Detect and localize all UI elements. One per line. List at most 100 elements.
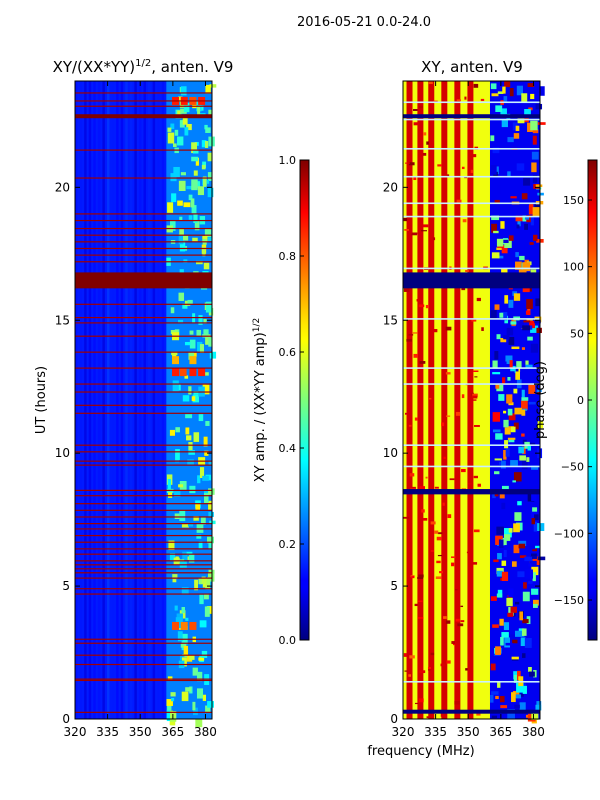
amplitude-cell [194,220,200,231]
amplitude-flag-line [75,316,212,319]
amplitude-flag-line [75,509,212,511]
phase-cell [507,408,513,416]
amplitude-cell [192,707,198,716]
phase-stripe [441,81,448,719]
amplitude-cell [199,467,205,479]
phase-cell [470,399,477,401]
phase-cell [508,528,513,533]
phase-cell [510,426,516,433]
amplitude-cell [204,493,209,504]
phase-cell [465,668,468,671]
amplitude-cell [174,491,181,497]
phase-cell [529,671,535,677]
amplitude-hot-spot [180,621,188,630]
amplitude-cell [188,386,192,395]
phase-cell [514,512,522,521]
amplitude-cell [171,351,178,356]
amplitude-colorbar-label: XY amp. / (XX*YY amp)1/2 [252,318,268,482]
figure-title: 2016-05-21 0.0-24.0 [297,15,431,30]
amplitude-cell [207,237,212,242]
phase-cell [492,372,501,375]
amplitude-cell [209,84,217,88]
phase-cell [525,364,533,368]
amplitude-cell [188,194,193,201]
amplitude-striation [102,81,105,719]
amplitude-cell [203,318,207,324]
phase-cell [437,164,442,167]
phase-cell [523,177,531,186]
phase-cell [443,616,447,619]
amplitude-cell [186,185,192,190]
amplitude-striation [129,81,133,719]
phase-cell [496,334,501,340]
phase-cell [503,534,511,541]
phase-cell [456,199,462,203]
amplitude-cell [205,84,211,94]
phase-cell [508,336,515,345]
amplitude-cell [184,375,189,379]
phase-cell [533,521,538,532]
phase-cell [491,691,499,695]
phase-cell [457,623,464,627]
amplitude-cell [202,577,209,588]
phase-cell [532,548,537,552]
phase-cell [491,715,498,719]
phase-cell [531,710,539,720]
phase-cell [441,422,445,427]
phase-cell [518,693,524,697]
amplitude-hot-spot [189,368,197,377]
amplitude-cell [188,450,195,455]
phase-cell [514,407,522,415]
phase-panel-title: XY, anten. V9 [421,58,523,76]
phase-cell [491,223,498,233]
phase-colorbar-ticks: 150 100 50 0 −50 −100 −150 [554,194,592,607]
phase-cell [494,493,499,497]
phase-cell [446,660,451,664]
phase-cell [524,109,531,118]
amplitude-cell [177,631,183,642]
amplitude-cell [183,259,188,263]
amplitude-flag-line [75,516,212,518]
amplitude-flag-line [75,213,212,215]
phase-cell [522,215,527,222]
phase-cell [511,561,517,567]
phase-cell [497,682,501,688]
phase-cell [502,86,506,94]
amplitude-flag-band [75,272,212,289]
phase-cell [415,702,419,705]
phase-cell [447,514,452,519]
amplitude-cell [191,142,197,154]
phase-cell [501,560,507,566]
amplitude-cell [187,299,193,305]
phase-cell [513,674,518,683]
amplitude-flag-line [75,560,212,562]
phase-cell [412,332,419,334]
amplitude-cell [166,699,173,706]
phase-cell [498,394,505,401]
amplitude-cell [170,330,178,335]
phase-y-tick-label: 10 [383,446,398,460]
phase-colorbar-label: phase (deg) [533,361,548,439]
amplitude-flag-line [75,335,212,337]
phase-cell [472,393,478,397]
phase-cell [521,389,525,398]
phase-cell [500,221,505,229]
phase-flag-band [403,114,540,119]
phase-colorbar-tick-label: −100 [554,527,584,540]
amplitude-cell [177,200,183,206]
amplitude-x-tick-label: 320 [64,725,87,739]
amplitude-flag-line [75,227,212,230]
amplitude-cell [201,576,206,584]
amplitude-flag-line [75,553,212,555]
phase-cell [408,334,414,336]
phase-colorbar-tick-label: −50 [561,461,584,474]
amplitude-flag-line [75,564,212,566]
amplitude-y-tick-label: 5 [62,579,70,593]
phase-cell [474,425,480,427]
phase-cell [440,663,446,667]
amplitude-hot-spot [189,621,197,630]
phase-cell [525,215,530,220]
phase-cell [437,554,443,557]
phase-cell [472,395,478,399]
phase-cell [528,563,532,567]
